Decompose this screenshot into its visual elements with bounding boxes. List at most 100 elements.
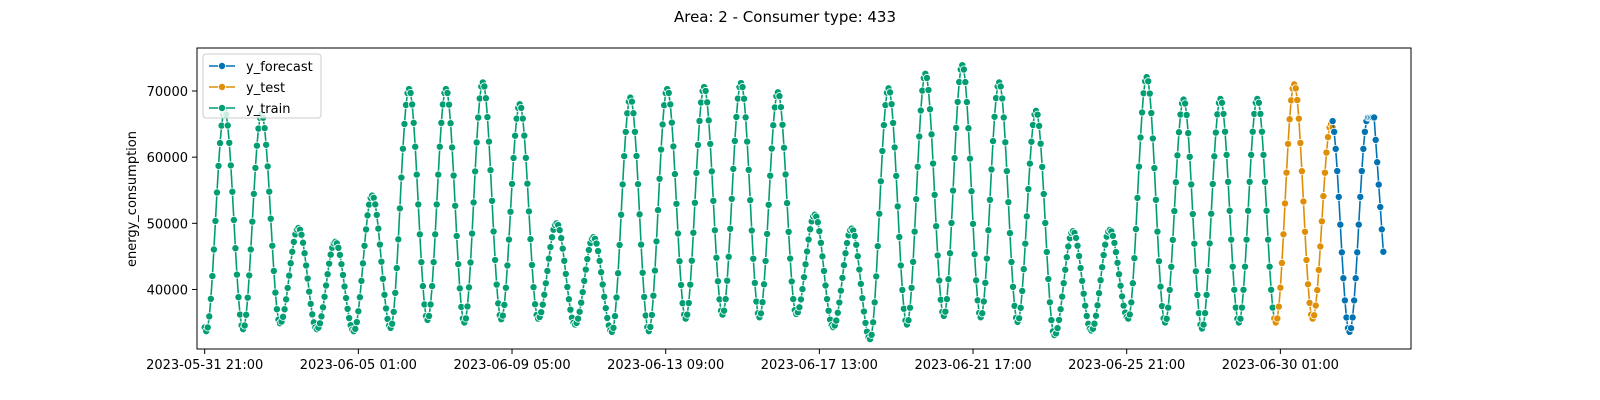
data-point [898,285,907,294]
data-point [1118,292,1127,301]
data-point [795,303,804,312]
data-point [360,241,369,250]
data-point [1304,280,1313,289]
data-point [351,324,360,333]
data-point [744,165,753,174]
data-point [620,152,629,161]
data-point [395,204,404,213]
data-point [231,244,240,253]
data-point [1128,279,1137,288]
data-point [1119,301,1128,310]
data-point [895,232,904,241]
series-line-y-train [203,62,1276,341]
data-point [501,283,510,292]
data-point [363,211,372,220]
legend-item-y-forecast: y_forecast [209,60,313,75]
data-point [610,312,619,321]
data-point [355,293,364,302]
legend-box [202,53,322,119]
data-point [760,280,769,289]
data-point [1174,128,1183,137]
data-point [1093,301,1102,310]
data-point [526,235,535,244]
data-point [916,106,925,115]
data-point [228,187,237,196]
data-point [1073,241,1082,250]
data-point [669,142,678,151]
data-point [741,113,750,122]
data-point [815,227,824,236]
data-point [474,113,483,122]
data-point [932,222,941,231]
data-point [961,78,970,87]
data-point [431,230,440,239]
data-point [1019,265,1028,274]
data-point [574,314,583,323]
data-point [262,140,271,149]
data-point [580,276,589,285]
data-point [455,284,464,293]
data-point [326,250,335,259]
data-point [343,304,352,313]
data-point [1224,177,1233,186]
data-point [1064,242,1073,251]
data-point [203,323,212,332]
data-point [454,260,463,269]
data-point [801,260,810,269]
data-point [634,180,643,189]
data-point [638,268,647,277]
data-point [806,225,815,234]
data-point [1333,167,1342,176]
data-point [1111,248,1120,257]
data-point [650,266,659,275]
data-point [1319,192,1328,201]
data-point [941,307,950,316]
data-point [409,118,418,127]
data-point [1276,283,1285,292]
data-point [945,249,954,258]
data-point [1377,225,1386,234]
y-tick-label: 40000 [147,283,188,298]
data-point [776,103,785,112]
data-point [878,147,887,156]
x-tick-label: 2023-05-31 21:00 [146,358,263,373]
data-point [232,270,241,279]
x-tick-label: 2023-06-25 21:00 [1068,358,1185,373]
data-point [1005,229,1014,238]
data-point [987,165,996,174]
data-point [618,180,627,189]
data-point [1202,290,1211,299]
data-point [1274,302,1283,311]
data-point [1025,159,1034,168]
data-point [649,291,658,300]
data-point [657,145,666,154]
data-point [981,278,990,287]
data-point [1256,109,1265,118]
data-point [984,226,993,235]
data-point [904,316,913,325]
data-point [912,195,921,204]
data-point [824,306,833,315]
data-point [703,98,712,107]
data-point [1039,189,1048,198]
legend-swatch-marker [217,104,226,113]
data-point [1148,134,1157,143]
data-point [666,100,675,109]
data-point [872,272,881,281]
data-point [1044,275,1053,284]
data-point [283,283,292,292]
data-point [1371,135,1380,144]
data-point [1236,314,1245,323]
data-point [1208,180,1217,189]
data-point [592,239,601,248]
data-point [836,286,845,295]
data-point [260,124,269,133]
data-point [1277,258,1286,267]
data-point [1331,144,1340,153]
data-point [979,297,988,306]
data-point [944,275,953,284]
data-point [949,186,958,195]
data-point [1282,168,1291,177]
data-point [1337,248,1346,257]
data-point [1002,167,1011,176]
